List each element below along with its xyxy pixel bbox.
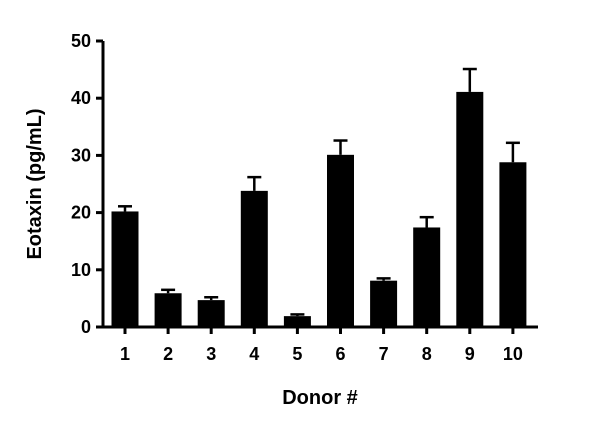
y-tick-label: 0 [81,317,91,337]
bar [240,190,268,327]
y-axis-title: Eotaxin (pg/mL) [24,108,46,259]
x-tick-label: 6 [335,344,345,364]
bar [456,91,484,328]
y-tick-label: 50 [71,31,91,51]
x-tick-label: 9 [465,344,475,364]
error-bar [290,313,305,317]
y-tick-label: 40 [71,88,91,108]
error-bar [161,288,176,294]
error-bars [118,67,520,317]
bar [370,280,398,327]
y-ticks: 0 10 20 30 40 50 [71,31,103,337]
error-bar [505,141,520,163]
y-tick-label: 10 [71,260,91,280]
y-tick-label: 30 [71,145,91,165]
error-bar [204,296,219,301]
bar [413,227,441,327]
bar [111,211,139,327]
x-tick-label: 10 [503,344,523,364]
error-bar [333,139,348,155]
x-tick-label: 3 [206,344,216,364]
x-tick-label: 7 [379,344,389,364]
bar [154,293,182,327]
error-bar [118,205,132,212]
error-bar [462,67,477,92]
bar [283,316,311,327]
x-tick-label: 5 [292,344,302,364]
y-tick-label: 20 [71,203,91,223]
x-ticks: 1 2 3 4 5 6 7 8 9 10 [120,327,523,364]
x-tick-label: 8 [422,344,432,364]
error-bar [419,215,434,228]
x-tick-label: 2 [163,344,173,364]
error-bar [376,277,391,281]
x-axis-title: Donor # [282,387,358,409]
bar [197,300,225,327]
bar [499,162,527,327]
x-tick-label: 4 [249,344,259,364]
bars [111,91,527,328]
bar [327,154,354,327]
x-tick-label: 1 [120,344,130,364]
error-bar [247,175,262,191]
